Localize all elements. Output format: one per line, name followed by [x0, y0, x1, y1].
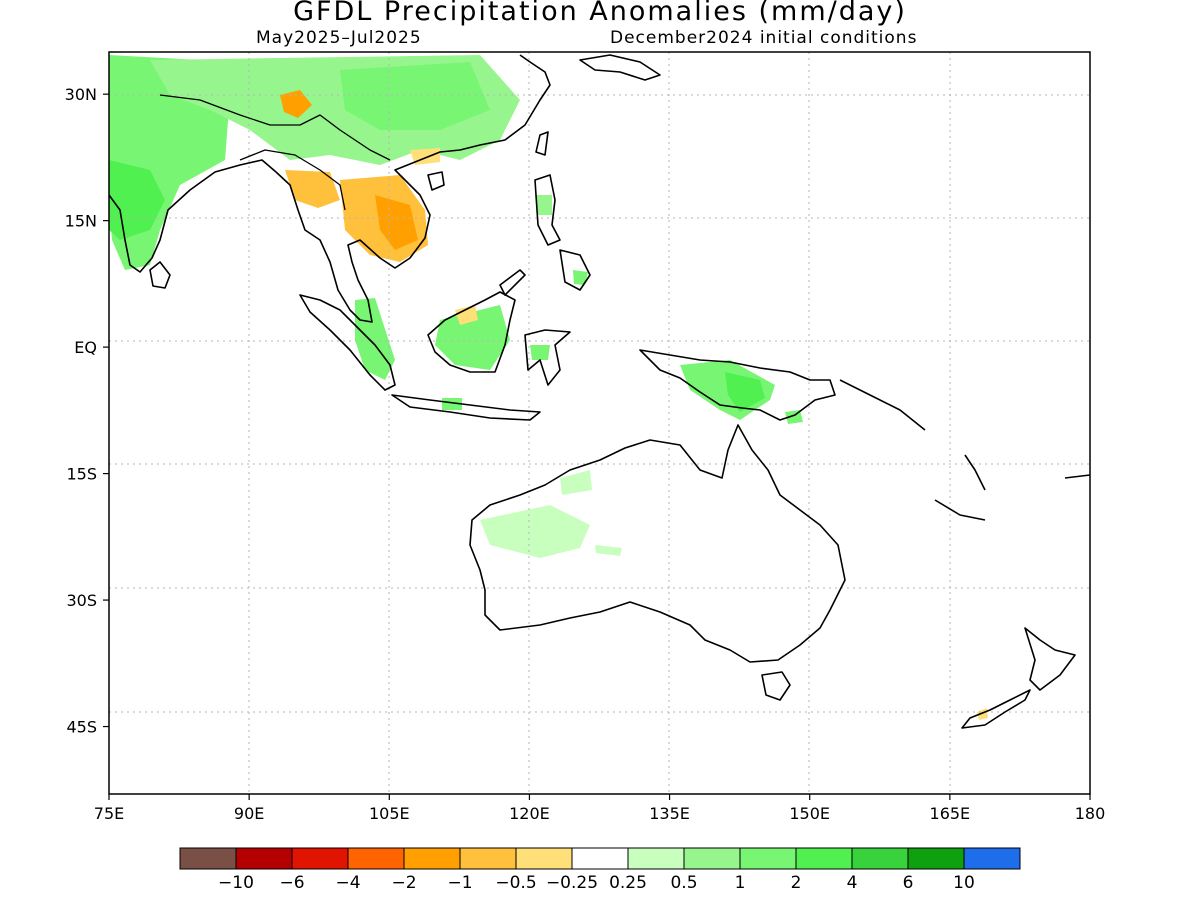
coast-india	[109, 159, 277, 273]
coast-borneo	[427, 291, 516, 373]
longitude-axis: 75E 90E 105E 120E 135E 150E 165E 180	[94, 794, 1106, 823]
coast-nz-south	[961, 689, 1031, 729]
coast-indochina	[275, 54, 551, 323]
lat-tick-label: EQ	[74, 338, 97, 357]
coast-new-guinea	[639, 349, 836, 421]
colorbar-swatch	[739, 847, 797, 870]
coast-tasmania	[761, 671, 791, 701]
coast-australia	[469, 424, 846, 663]
coast-palawan	[499, 269, 526, 296]
coastlines	[109, 54, 1090, 729]
lon-tick-label: 180	[1075, 804, 1106, 823]
coast-sri-lanka	[149, 261, 171, 289]
anomaly-new-zealand	[977, 708, 988, 720]
coast-png-islands	[839, 379, 926, 431]
lon-tick-label: 135E	[649, 804, 690, 823]
lat-tick-label: 30N	[65, 85, 97, 104]
coast-solomons	[934, 499, 986, 521]
anomaly-north-australia	[560, 470, 592, 495]
lat-tick-label: 15S	[66, 465, 97, 484]
colorbar-label: 0.5	[670, 873, 697, 893]
period-label: May2025–Jul2025	[256, 28, 422, 48]
coast-japan	[579, 54, 661, 81]
colorbar-swatch	[459, 847, 517, 870]
anomaly-borneo-dry	[455, 305, 478, 325]
lon-tick-label: 150E	[789, 804, 830, 823]
lon-tick-label: 90E	[234, 804, 264, 823]
colorbar-label: 10	[953, 873, 975, 893]
anomaly-china-core	[340, 62, 490, 130]
lon-tick-label: 75E	[94, 804, 124, 823]
anomaly-luzon	[535, 195, 552, 215]
colorbar-swatch	[627, 847, 685, 870]
colorbar-swatch	[235, 847, 293, 870]
coast-sulawesi	[524, 329, 571, 386]
lon-tick-label: 165E	[930, 804, 971, 823]
colorbar-swatch	[291, 847, 349, 870]
anomaly-himalaya	[280, 90, 312, 118]
coast-vanuatu	[964, 454, 986, 491]
colorbar-label: 6	[903, 873, 914, 893]
lat-tick-label: 30S	[66, 591, 97, 610]
colorbar-swatch	[683, 847, 741, 870]
anomaly-java	[442, 398, 462, 410]
map-grid	[109, 52, 1090, 794]
lon-tick-label: 120E	[509, 804, 550, 823]
colorbar-label: −10	[218, 873, 254, 893]
anomaly-india-core	[109, 160, 165, 240]
border-myanmar	[239, 149, 346, 211]
colorbar-swatch	[795, 847, 853, 870]
colorbar-label: −0.5	[495, 873, 536, 893]
colorbar-swatch	[403, 847, 461, 870]
initial-conditions-label: December2024 initial conditions	[610, 28, 918, 48]
coast-java	[391, 394, 541, 421]
colorbar-swatch	[347, 847, 405, 870]
colorbar-swatch	[571, 847, 629, 870]
anomaly-new-guinea-core	[725, 372, 765, 412]
anomaly-indochina-core	[375, 195, 418, 250]
lon-tick-label: 105E	[369, 804, 410, 823]
anomaly-borneo	[435, 305, 510, 370]
latitude-axis: 30N 15N EQ 15S 30S 45S	[65, 85, 109, 737]
colorbar-swatch	[851, 847, 909, 870]
anomaly-new-guinea-east	[785, 410, 803, 424]
border-china	[159, 94, 391, 161]
anomaly-sulawesi	[530, 345, 550, 360]
colorbar-label: 4	[847, 873, 858, 893]
colorbar-swatch	[515, 847, 573, 870]
anomaly-west-australia-2	[595, 545, 622, 556]
lat-tick-label: 45S	[66, 718, 97, 737]
coast-hainan	[427, 171, 445, 191]
coast-sumatra	[299, 294, 396, 391]
coast-luzon	[534, 174, 561, 246]
colorbar-label: 1	[735, 873, 746, 893]
coast-mindanao	[559, 249, 591, 291]
colorbar-swatch	[963, 847, 1021, 870]
coast-fiji	[1064, 474, 1090, 479]
coast-nz-north	[1024, 627, 1076, 691]
colorbar: −10 −6 −4 −2 −1 −0.5 −0.25 0.25 0.5 1 2 4 6 10	[179, 847, 1021, 893]
colorbar-swatch	[907, 847, 965, 870]
colorbar-swatch	[179, 847, 237, 870]
colorbar-label: 2	[791, 873, 802, 893]
anomaly-mindanao	[573, 270, 588, 285]
map-title: GFDL Precipitation Anomalies (mm/day)	[293, 0, 907, 27]
colorbar-label: 0.25	[609, 873, 647, 893]
coast-taiwan	[535, 131, 549, 156]
anomaly-myanmar	[285, 170, 340, 208]
lat-tick-label: 15N	[65, 212, 97, 231]
colorbar-label: −4	[335, 873, 360, 893]
colorbar-label: −2	[391, 873, 416, 893]
anomaly-west-australia	[480, 505, 590, 558]
colorbar-label: −1	[447, 873, 472, 893]
colorbar-label: −0.25	[546, 873, 598, 893]
map-frame	[108, 51, 1091, 795]
colorbar-label: −6	[279, 873, 304, 893]
